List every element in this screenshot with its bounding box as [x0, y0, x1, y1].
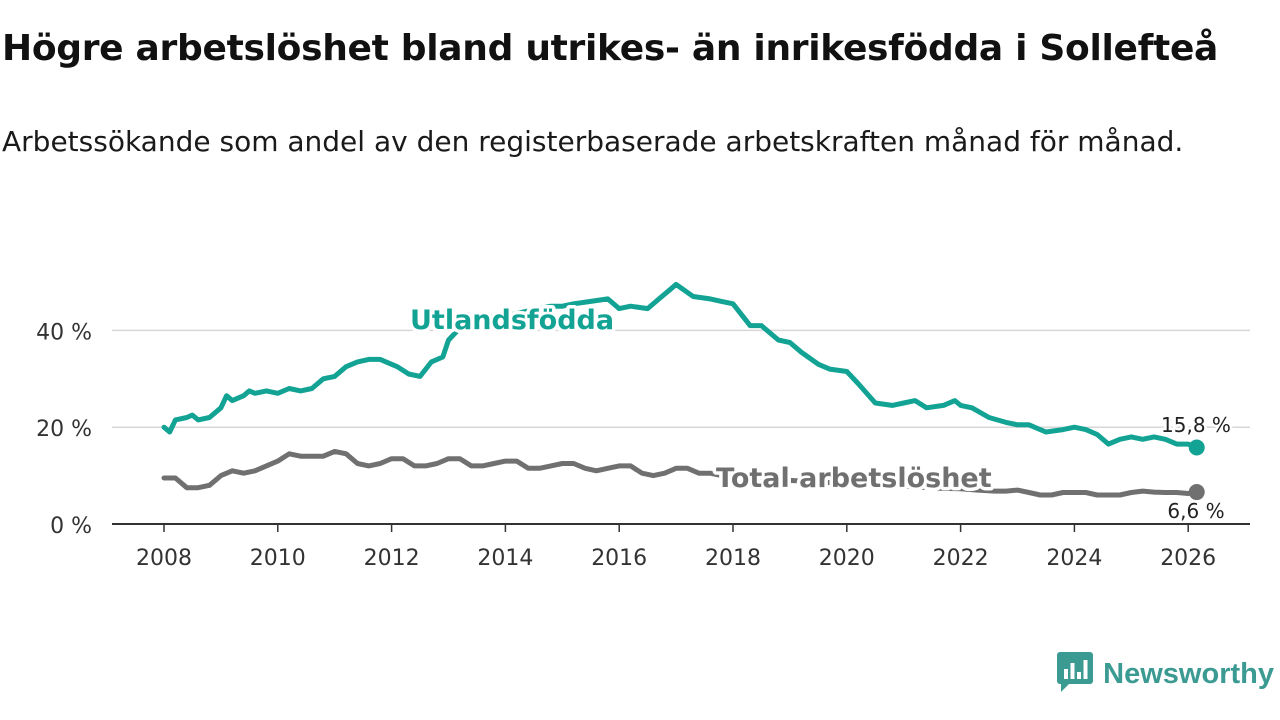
end-label-total: 6,6 % — [1167, 499, 1224, 523]
gridlines — [112, 329, 1250, 428]
brand-name: Newsworthy — [1103, 657, 1274, 690]
x-tick-label: 2018 — [705, 546, 761, 571]
x-tick-label: 2022 — [933, 546, 989, 571]
x-tick-label: 2016 — [591, 546, 647, 571]
series-label-utlandsfodda: Utlandsfödda — [410, 305, 614, 336]
chart-subtitle: Arbetssökande som andel av den registerb… — [2, 125, 1184, 158]
x-tick-label: 2014 — [477, 546, 533, 571]
series-labels: Utlandsfödda Total arbetslöshet 15,8 % 6,6 … — [407, 302, 1234, 526]
x-axis: 2008 2010 2012 2014 2016 2018 2020 2022 2024 2026 — [112, 523, 1250, 571]
y-tick-label: 40 % — [36, 320, 92, 345]
series-line-total — [161, 448, 1200, 498]
brand-logo: Newsworthy — [1057, 652, 1274, 696]
end-point-total — [1188, 484, 1205, 501]
end-label-utlandsfodda: 15,8 % — [1161, 413, 1231, 437]
series-label-total: Total arbetslöshet — [716, 463, 992, 494]
x-tick-label: 2008 — [136, 546, 192, 571]
chart-title: Högre arbetslöshet bland utrikes- än inr… — [2, 28, 1219, 69]
y-tick-label: 0 % — [50, 514, 92, 539]
x-tick-label: 2012 — [364, 546, 420, 571]
x-tick-label: 2026 — [1160, 546, 1216, 571]
series-lines — [161, 281, 1205, 501]
newsworthy-logo-icon — [1057, 652, 1094, 696]
x-tick-label: 2024 — [1046, 546, 1102, 571]
y-tick-label: 20 % — [36, 417, 92, 442]
y-axis: 0 % 20 % 40 % — [36, 320, 92, 539]
series-line-utlandsfodda — [161, 281, 1200, 450]
end-point-utlandsfodda — [1188, 439, 1205, 456]
x-tick-label: 2020 — [819, 546, 875, 571]
x-tick-label: 2010 — [250, 546, 306, 571]
